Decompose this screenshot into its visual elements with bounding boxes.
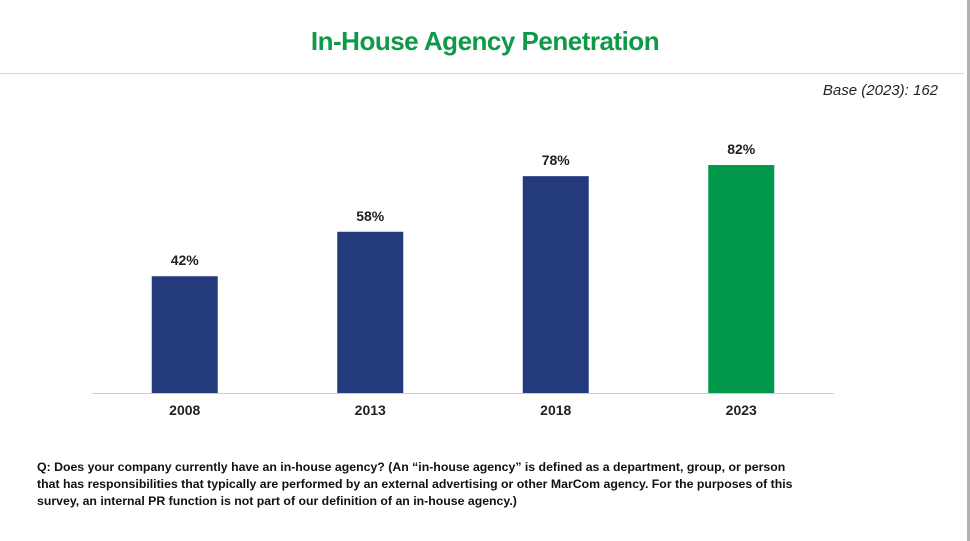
bars-layer (151, 165, 775, 393)
x-tick-label-2023: 2023 (726, 402, 757, 418)
bar-2023 (708, 165, 775, 393)
base-note: Base (2023): 162 (822, 82, 938, 99)
bar-chart: 42% 2008 58% 2013 78% 2018 82% 2023 (92, 141, 834, 418)
bar-2008 (151, 276, 218, 393)
slide-edge (967, 0, 970, 541)
title-divider (0, 73, 964, 74)
data-label-2018: 78% (542, 152, 571, 168)
labels-layer: 42% 2008 58% 2013 78% 2018 82% 2023 (169, 141, 757, 418)
survey-question: Q: Does your company currently have an i… (37, 460, 793, 508)
bar-2018 (522, 176, 589, 393)
bar-2013 (337, 231, 404, 393)
data-label-2023: 82% (727, 141, 756, 157)
x-tick-label-2018: 2018 (540, 402, 571, 418)
x-tick-label-2013: 2013 (355, 402, 386, 418)
data-label-2008: 42% (171, 252, 200, 268)
data-label-2013: 58% (356, 208, 385, 224)
page-title: In-House Agency Penetration (310, 26, 660, 56)
x-tick-label-2008: 2008 (169, 402, 200, 418)
